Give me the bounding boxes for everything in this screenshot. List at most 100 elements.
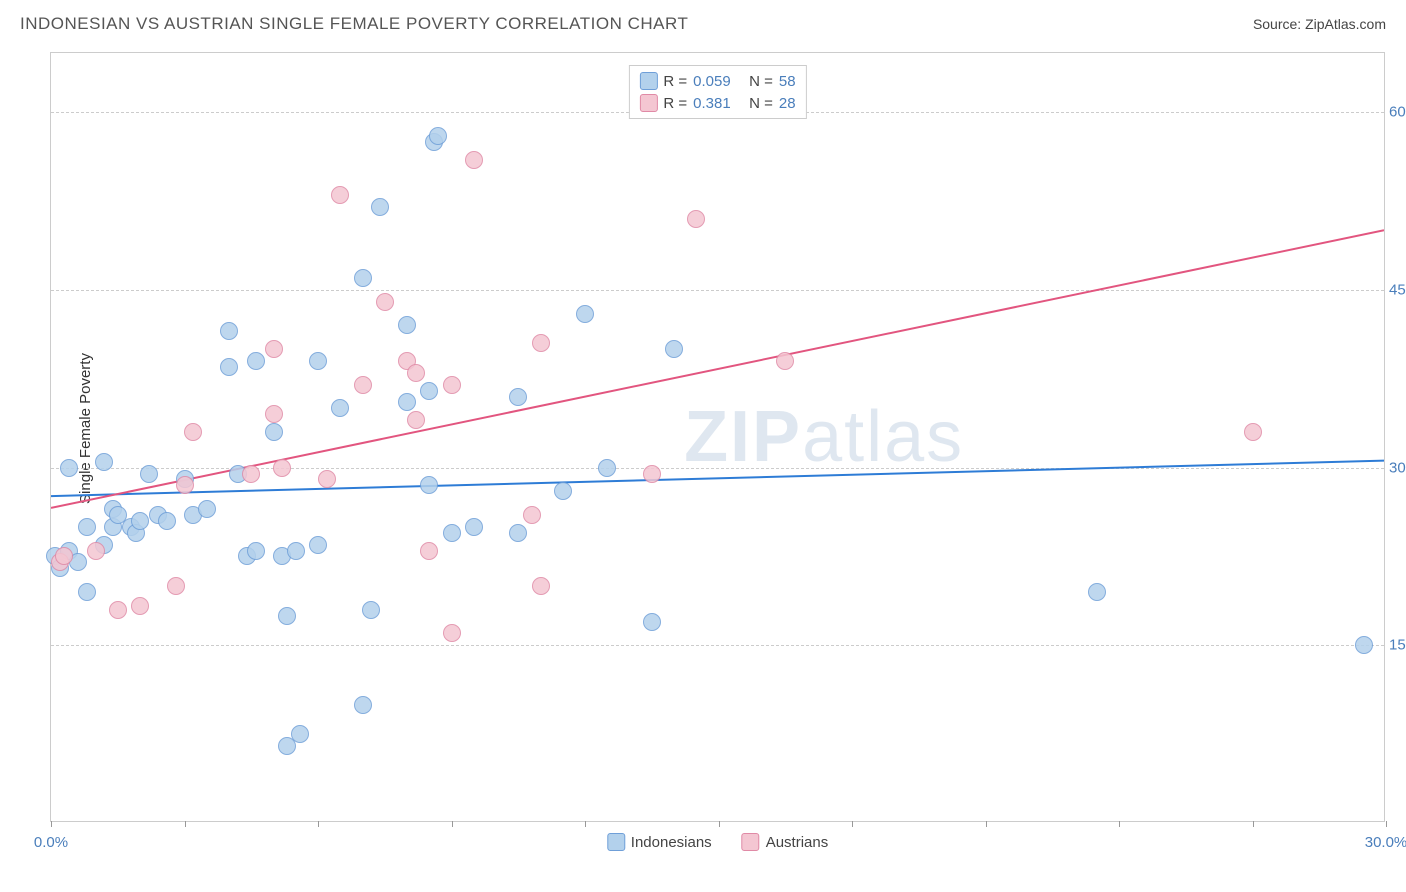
scatter-point bbox=[376, 293, 394, 311]
source-name: ZipAtlas.com bbox=[1305, 16, 1386, 32]
scatter-point bbox=[309, 536, 327, 554]
scatter-point bbox=[643, 613, 661, 631]
x-tick-mark bbox=[51, 821, 52, 827]
r-value: 0.059 bbox=[693, 73, 743, 90]
x-tick-mark bbox=[719, 821, 720, 827]
watermark: ZIPatlas bbox=[684, 396, 964, 478]
scatter-point bbox=[331, 399, 349, 417]
watermark-bold: ZIP bbox=[684, 397, 802, 477]
scatter-point bbox=[131, 597, 149, 615]
chart-plot-area: ZIPatlas R =0.059N =58R =0.381N =28 Indo… bbox=[50, 52, 1385, 822]
scatter-point bbox=[420, 476, 438, 494]
gridline-horizontal bbox=[51, 290, 1384, 291]
legend-correlation-row: R =0.381N =28 bbox=[639, 92, 795, 114]
scatter-point bbox=[167, 577, 185, 595]
scatter-point bbox=[131, 512, 149, 530]
source-attribution: Source: ZipAtlas.com bbox=[1253, 16, 1386, 32]
legend-series-item: Austrians bbox=[742, 833, 829, 851]
y-tick-label: 30.0% bbox=[1389, 459, 1406, 476]
scatter-point bbox=[87, 542, 105, 560]
scatter-point bbox=[665, 340, 683, 358]
n-value: 28 bbox=[779, 95, 796, 112]
x-tick-mark bbox=[318, 821, 319, 827]
scatter-point bbox=[184, 423, 202, 441]
trend-lines-svg bbox=[51, 53, 1384, 821]
scatter-point bbox=[371, 198, 389, 216]
scatter-point bbox=[291, 725, 309, 743]
scatter-point bbox=[776, 352, 794, 370]
x-tick-mark bbox=[1253, 821, 1254, 827]
legend-series-label: Austrians bbox=[766, 834, 829, 851]
chart-header: INDONESIAN VS AUSTRIAN SINGLE FEMALE POV… bbox=[20, 14, 1386, 34]
legend-series-label: Indonesians bbox=[631, 834, 712, 851]
x-tick-mark bbox=[452, 821, 453, 827]
scatter-point bbox=[429, 127, 447, 145]
scatter-point bbox=[354, 269, 372, 287]
scatter-point bbox=[532, 334, 550, 352]
scatter-point bbox=[443, 524, 461, 542]
scatter-point bbox=[554, 482, 572, 500]
chart-title: INDONESIAN VS AUSTRIAN SINGLE FEMALE POV… bbox=[20, 14, 688, 34]
legend-swatch bbox=[639, 94, 657, 112]
scatter-point bbox=[273, 459, 291, 477]
scatter-point bbox=[443, 624, 461, 642]
correlation-legend: R = 0.059 N = 58R = 0.381 N = 28 bbox=[628, 65, 806, 119]
scatter-point bbox=[687, 210, 705, 228]
scatter-point bbox=[1088, 583, 1106, 601]
scatter-point bbox=[247, 542, 265, 560]
scatter-point bbox=[265, 423, 283, 441]
scatter-point bbox=[1244, 423, 1262, 441]
n-label: N = bbox=[749, 73, 773, 90]
scatter-point bbox=[443, 376, 461, 394]
scatter-point bbox=[318, 470, 336, 488]
scatter-point bbox=[265, 340, 283, 358]
scatter-point bbox=[55, 547, 73, 565]
scatter-point bbox=[198, 500, 216, 518]
scatter-point bbox=[398, 316, 416, 334]
y-tick-label: 45.0% bbox=[1389, 281, 1406, 298]
scatter-point bbox=[523, 506, 541, 524]
watermark-light: atlas bbox=[802, 397, 964, 477]
scatter-point bbox=[576, 305, 594, 323]
scatter-point bbox=[362, 601, 380, 619]
scatter-point bbox=[309, 352, 327, 370]
y-tick-label: 15.0% bbox=[1389, 637, 1406, 654]
scatter-point bbox=[109, 601, 127, 619]
r-label: R = bbox=[663, 73, 687, 90]
scatter-point bbox=[265, 405, 283, 423]
x-tick-mark bbox=[1119, 821, 1120, 827]
scatter-point bbox=[1355, 636, 1373, 654]
x-tick-mark bbox=[185, 821, 186, 827]
scatter-point bbox=[278, 607, 296, 625]
scatter-point bbox=[643, 465, 661, 483]
scatter-point bbox=[532, 577, 550, 595]
x-tick-mark bbox=[1386, 821, 1387, 827]
y-tick-label: 60.0% bbox=[1389, 104, 1406, 121]
scatter-point bbox=[398, 393, 416, 411]
legend-correlation-row: R = 0.059 N = 58 bbox=[639, 70, 795, 92]
n-label: N = bbox=[749, 95, 773, 112]
scatter-point bbox=[158, 512, 176, 530]
scatter-point bbox=[220, 358, 238, 376]
scatter-point bbox=[465, 151, 483, 169]
scatter-point bbox=[287, 542, 305, 560]
r-value: 0.381 bbox=[693, 95, 743, 112]
scatter-point bbox=[78, 583, 96, 601]
legend-swatch bbox=[742, 833, 760, 851]
scatter-point bbox=[420, 382, 438, 400]
scatter-point bbox=[331, 186, 349, 204]
n-value: 58 bbox=[779, 73, 796, 90]
legend-series-item: Indonesians bbox=[607, 833, 712, 851]
scatter-point bbox=[407, 364, 425, 382]
gridline-horizontal bbox=[51, 645, 1384, 646]
scatter-point bbox=[598, 459, 616, 477]
scatter-point bbox=[176, 476, 194, 494]
scatter-point bbox=[247, 352, 265, 370]
scatter-point bbox=[220, 322, 238, 340]
x-tick-label-left: 0.0% bbox=[34, 834, 68, 851]
scatter-point bbox=[140, 465, 158, 483]
scatter-point bbox=[242, 465, 260, 483]
x-tick-mark bbox=[852, 821, 853, 827]
legend-swatch bbox=[607, 833, 625, 851]
scatter-point bbox=[354, 376, 372, 394]
